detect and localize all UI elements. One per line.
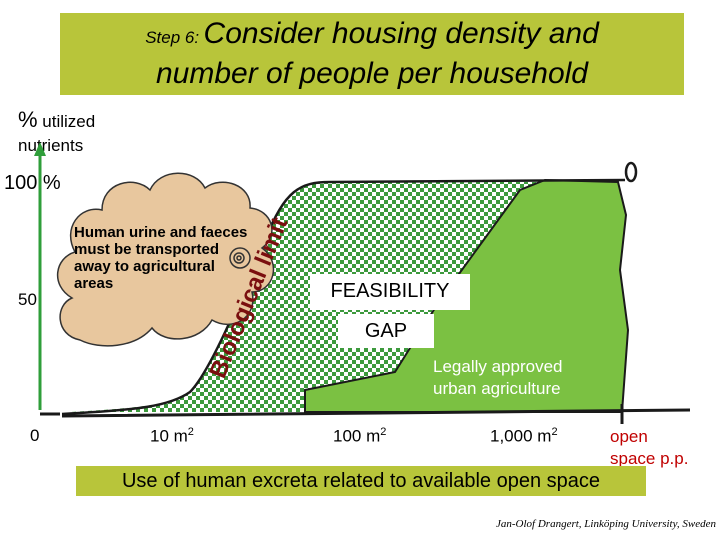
x-tick-10-exp: 2 [187,426,194,438]
y-axis-label: % utilized nutrients [18,108,95,158]
gap-label: GAP [364,320,408,342]
x-tick-10: 10 m2 [150,426,194,447]
caption-box [76,466,646,496]
utilization-curve [61,178,626,416]
urban-agriculture-label: Legally approved urban agriculture [433,356,623,400]
title-text-1: Consider housing density and [203,17,599,50]
gap-box [338,314,434,348]
caption: Use of human excreta related to availabl… [121,470,601,492]
y-tick-50: 50 [18,290,37,309]
thought-cloud [56,172,275,347]
cloud-text: Human urine and faeces must be transport… [74,224,248,292]
x-axis-line [40,408,691,418]
x-tick-1000-text: 1,000 m [490,426,552,446]
credit-line: Jan-Olof Drangert, Linköping University,… [496,518,716,530]
x-tick-10-text: 10 m [150,426,188,446]
x-tick-1000-exp: 2 [551,426,558,438]
open-space-line-2: space p.p. [610,449,689,468]
urban-agriculture-line-2: urban agriculture [433,379,561,398]
urban-agriculture-line-1: Legally approved [433,357,563,376]
x-tick-100-text: 100 m [333,426,381,446]
feasibility-label: FEASIBILITY [330,280,450,302]
step-label: Step 6: [145,28,200,47]
title-banner [60,13,684,95]
percent-symbol: % [18,107,38,132]
y-axis-label-word-2: nutrients [18,136,84,155]
cloud-bubble-large [229,247,251,269]
title-line-1: Step 6: Consider housing density and [60,17,684,51]
x-tick-open-space: open space p.p. [610,426,688,470]
x-tick-100: 100 m2 [333,426,386,447]
y-axis-arrow [34,142,46,156]
loop-mark [624,161,638,183]
y-axis-label-word-1: utilized [42,112,96,131]
open-space-line-1: open [610,427,648,446]
y-tick-0: 0 [30,426,40,445]
feasibility-box [310,274,470,310]
x-tick-100-exp: 2 [380,426,387,438]
title-text-2: number of people per household [156,57,588,90]
x-tick-1000: 1,000 m2 [490,426,558,447]
cloud-bubble-small [236,255,242,261]
cloud-bubble-medium [233,252,245,264]
y-tick-100: 100 % [4,172,61,194]
